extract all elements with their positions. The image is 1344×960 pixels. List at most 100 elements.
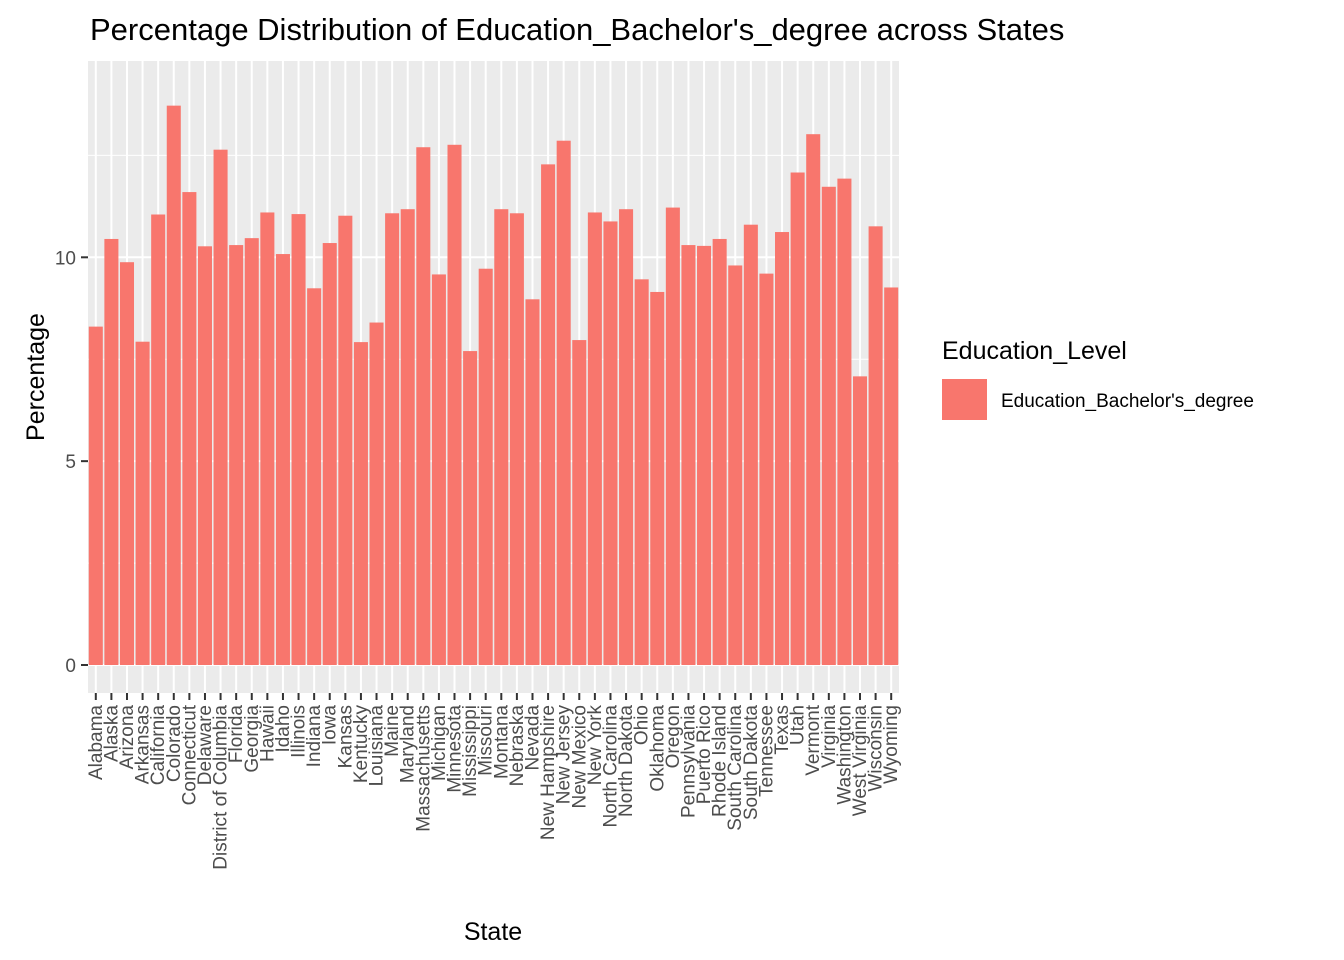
bar xyxy=(619,209,634,665)
x-tick-label: District of Columbia xyxy=(211,705,232,870)
x-tick-label: Washington xyxy=(834,705,855,805)
bar xyxy=(119,262,135,665)
legend-title: Education_Level xyxy=(942,337,1127,365)
x-tick-label: Ohio xyxy=(632,705,653,745)
x-tick-label: Florida xyxy=(226,705,247,764)
bar xyxy=(275,254,290,666)
bar xyxy=(135,341,150,665)
y-axis-title: Percentage xyxy=(22,313,50,441)
x-tick-label: Mississippi xyxy=(460,705,481,797)
x-tick-label: Idaho xyxy=(273,705,294,753)
x-tick-label: Tennessee xyxy=(756,705,777,797)
x-tick-label: West Virginia xyxy=(850,705,871,817)
x-tick-label: Missouri xyxy=(476,705,497,776)
x-tick-label: Michigan xyxy=(429,705,450,781)
legend-key xyxy=(942,379,987,420)
bar xyxy=(213,149,228,665)
x-tick-label: Pennsylvania xyxy=(678,705,699,818)
x-tick-label: Massachusetts xyxy=(413,705,434,832)
bar xyxy=(806,134,821,665)
bar xyxy=(478,268,493,665)
bar xyxy=(634,279,649,665)
bar xyxy=(821,186,836,665)
x-tick-label: New York xyxy=(585,705,606,786)
bar xyxy=(369,322,384,665)
x-tick-label: Puerto Rico xyxy=(694,705,715,804)
x-tick-label: Connecticut xyxy=(179,704,200,805)
bar xyxy=(681,245,696,666)
x-tick-label: Kentucky xyxy=(351,705,372,784)
x-tick-label: Wyoming xyxy=(881,705,902,784)
bar xyxy=(385,213,400,665)
x-tick-label: North Carolina xyxy=(600,705,621,828)
bar xyxy=(697,245,712,665)
y-tick-label: 0 xyxy=(65,656,76,677)
x-tick-label: Delaware xyxy=(195,705,216,785)
bar xyxy=(463,351,478,665)
bar xyxy=(572,340,587,665)
x-tick-label: Hawaii xyxy=(257,705,278,762)
x-tick-label: Indiana xyxy=(304,705,325,768)
x-tick-label: Kansas xyxy=(335,705,356,768)
x-tick-label: Minnesota xyxy=(445,705,466,793)
x-tick-label: New Mexico xyxy=(569,705,590,808)
x-axis-title: State xyxy=(464,918,522,946)
chart-title: Percentage Distribution of Education_Bac… xyxy=(90,12,1064,47)
bar xyxy=(603,221,618,665)
bar xyxy=(244,238,259,665)
bar xyxy=(556,140,571,665)
bar xyxy=(104,238,119,665)
x-tick-label: Oregon xyxy=(663,705,684,768)
x-tick-label: Arizona xyxy=(117,705,138,770)
bar xyxy=(712,238,727,665)
x-tick-label: Illinois xyxy=(289,705,310,758)
bar xyxy=(837,178,852,665)
x-tick-label: Utah xyxy=(788,705,809,745)
legend-label: Education_Bachelor's_degree xyxy=(1001,391,1254,412)
x-tick-label: Arkansas xyxy=(133,705,154,784)
bar xyxy=(197,246,212,666)
x-tick-label: Nevada xyxy=(522,705,543,771)
bar xyxy=(884,287,899,665)
bar xyxy=(494,209,509,665)
bar xyxy=(416,147,431,665)
bar xyxy=(790,172,805,665)
x-tick-label: Alabama xyxy=(86,705,107,780)
bar xyxy=(166,105,181,665)
bar xyxy=(182,192,197,666)
bar xyxy=(665,207,680,666)
bar xyxy=(587,212,602,665)
y-axis: 0 5 10 xyxy=(55,248,88,677)
x-tick-label: Montana xyxy=(491,705,512,779)
bar xyxy=(852,376,868,665)
x-tick-label: Virginia xyxy=(819,705,840,768)
bar xyxy=(775,232,790,665)
x-tick-label: Louisiana xyxy=(367,705,388,787)
x-tick-label: Texas xyxy=(772,705,793,755)
x-tick-label: Vermont xyxy=(803,704,824,775)
bar xyxy=(541,164,556,665)
bar xyxy=(650,291,665,665)
x-tick-label: South Carolina xyxy=(725,705,746,831)
bar xyxy=(322,243,337,666)
x-tick-label: Alaska xyxy=(101,705,122,762)
x-tick-label: Nebraska xyxy=(507,705,528,787)
x-tick-label: Wisconsin xyxy=(866,705,887,792)
x-tick-label: New Hampshire xyxy=(538,705,559,840)
bar xyxy=(525,299,540,665)
y-tick-label: 5 xyxy=(65,452,76,473)
x-tick-label: Oklahoma xyxy=(647,705,668,792)
x-tick-label: Maine xyxy=(382,705,403,757)
bar xyxy=(229,245,244,666)
x-tick-label: Maryland xyxy=(398,705,419,783)
x-tick-label: South Dakota xyxy=(741,705,762,821)
bar xyxy=(743,224,758,665)
bar xyxy=(400,209,415,665)
bar xyxy=(759,273,774,665)
bar xyxy=(260,212,275,665)
x-tick-label: Georgia xyxy=(242,705,263,773)
bar xyxy=(509,213,524,665)
x-tick-label: North Dakota xyxy=(616,705,637,817)
bar xyxy=(353,342,368,665)
